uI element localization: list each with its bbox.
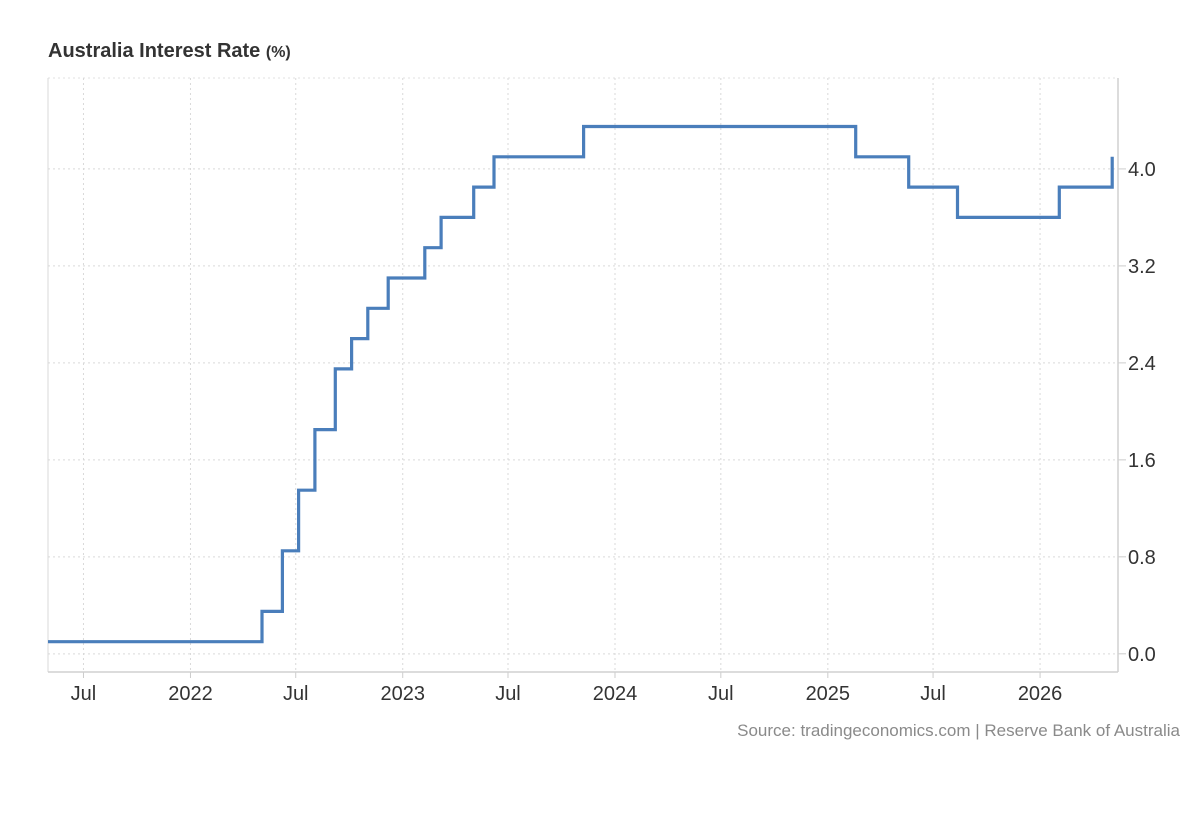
x-tick-label: Jul: [283, 683, 309, 705]
x-tick-label: 2025: [806, 683, 851, 705]
x-tick-label: Jul: [708, 683, 734, 705]
y-tick-label: 3.2: [1128, 256, 1156, 278]
x-tick-label: Jul: [495, 683, 521, 705]
x-tick-label: 2026: [1018, 683, 1063, 705]
x-tick-label: Jul: [920, 683, 946, 705]
y-tick-label: 0.0: [1128, 644, 1156, 666]
y-tick-label: 0.8: [1128, 547, 1156, 569]
grid-layer: [47, 77, 1118, 672]
x-tick-label: 2023: [380, 683, 425, 705]
chart-title: Australia Interest Rate (%): [48, 40, 291, 63]
y-tick-label: 2.4: [1128, 353, 1156, 375]
x-tick-label: Jul: [71, 683, 97, 705]
axis-layer: [48, 78, 1126, 678]
series-layer: [48, 124, 1114, 644]
y-tick-label: 4.0: [1128, 159, 1156, 181]
series-line-interest-rate: [48, 124, 1114, 644]
source-attribution: Source: tradingeconomics.com | Reserve B…: [737, 721, 1180, 740]
chart-title-unit: (%): [265, 44, 291, 61]
x-tick-label: 2024: [593, 683, 638, 705]
label-layer: 0.0 0.8 1.6 2.4 3.2 4.0 Jul 2022 Jul 2023 Jul 2024 J…: [71, 159, 1156, 705]
chart-title-text: Australia Interest Rate: [48, 40, 261, 62]
y-tick-label: 1.6: [1128, 450, 1156, 472]
x-tick-label: 2022: [168, 683, 213, 705]
